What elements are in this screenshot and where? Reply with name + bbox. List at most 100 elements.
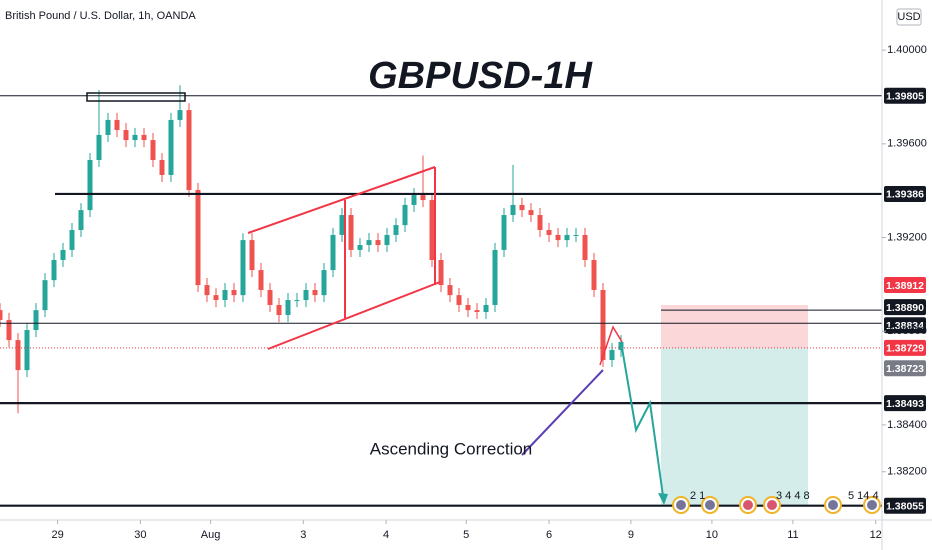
price-label: 1.39386 (886, 189, 924, 201)
event-count: 3 4 4 8 (776, 490, 810, 502)
event-count: 2 1 (690, 490, 705, 502)
y-tick-label: 1.38800 (887, 325, 927, 337)
x-tick-label: Aug (201, 529, 221, 541)
candle-body (519, 204, 525, 211)
x-tick-label: 4 (383, 529, 389, 541)
event-count: 5 14 4 (848, 490, 879, 502)
candle-body (492, 249, 498, 305)
candle-body (456, 295, 462, 305)
projection (620, 341, 665, 504)
candle-body (285, 300, 291, 316)
candle-body (555, 234, 561, 241)
x-tick-label: 11 (787, 529, 798, 541)
candle-body (267, 289, 273, 305)
candle-body (132, 134, 138, 141)
price-label-box (884, 276, 926, 293)
y-tick-label: 1.38200 (887, 466, 927, 478)
price-label-box (884, 317, 926, 334)
x-tick-label: 12 (870, 529, 882, 541)
target-zone (661, 347, 808, 506)
x-tick-label: 9 (628, 529, 634, 541)
candle-body (33, 310, 39, 331)
price-label: 1.38834 (886, 320, 924, 332)
price-label-box (884, 395, 926, 412)
candle-body (258, 270, 264, 290)
candle-body (546, 230, 552, 235)
candle-body (51, 260, 57, 281)
candle-body (393, 225, 399, 235)
candle-body (483, 304, 489, 312)
candle-body (600, 289, 606, 361)
candle-body (105, 119, 111, 135)
channel-top (247, 166, 436, 234)
candles (0, 85, 624, 414)
candle-body (60, 249, 66, 260)
x-tick-label: 10 (706, 529, 718, 541)
candle-body (249, 240, 255, 271)
candle-body (186, 110, 192, 190)
channel-bottom (267, 281, 441, 350)
candle-body (150, 140, 156, 160)
currency-box (896, 8, 922, 26)
candle-body (276, 304, 282, 316)
price-label: 1.38729 (886, 343, 924, 355)
candle-body (447, 285, 453, 296)
price-label: 1.38890 (886, 302, 924, 314)
price-label-box (884, 339, 926, 356)
candle-body (465, 304, 471, 311)
candle-body (168, 119, 174, 175)
candle-body (6, 319, 12, 341)
candle-body (609, 349, 615, 361)
candle-body (231, 289, 237, 296)
x-tick-label: 3 (300, 529, 306, 541)
candle-body (357, 245, 363, 250)
candle-body (537, 215, 543, 231)
candle-body (42, 280, 48, 311)
pointer (521, 369, 604, 456)
arrow-head (658, 493, 668, 505)
candle-body (564, 234, 570, 241)
candle-body (159, 159, 165, 175)
candle-body (510, 204, 516, 216)
candle-body (582, 234, 588, 260)
candle-body (375, 240, 381, 246)
event-flag (767, 500, 777, 510)
price-label-box (884, 87, 926, 104)
candle-body (141, 134, 147, 141)
candle-body (474, 310, 480, 312)
candle-body (321, 270, 327, 296)
candle-body (330, 234, 336, 271)
candle-body (303, 289, 309, 301)
event-flag (867, 500, 877, 510)
price-label: 1.38055 (886, 500, 924, 512)
price-label-box (884, 185, 926, 202)
drawings (86, 92, 668, 505)
top-box (86, 92, 186, 102)
candle-body (240, 240, 246, 296)
candle-body (222, 289, 228, 301)
candle-body (294, 300, 300, 302)
position-boxes (661, 304, 808, 506)
candle-body (0, 310, 3, 320)
candle-body (114, 119, 120, 130)
x-tick-label: 5 (463, 529, 469, 541)
candle-body (591, 260, 597, 290)
candle-body (402, 204, 408, 226)
event-flag (705, 500, 715, 510)
candle-body (411, 195, 417, 205)
y-tick-label: 1.38400 (887, 419, 927, 431)
event-flag (676, 500, 686, 510)
currency: USD (897, 11, 920, 23)
small-wedge (599, 325, 623, 366)
annotation: Ascending Correction (370, 439, 533, 458)
price-label-box (884, 360, 926, 377)
stop-zone (661, 304, 808, 348)
price-label: 1.39805 (886, 91, 924, 103)
event-flag (743, 500, 753, 510)
candle-body (528, 210, 534, 216)
candle-body (438, 260, 444, 286)
candle-body (213, 295, 219, 301)
candle-body (195, 189, 201, 286)
y-tick-label: 1.40000 (887, 44, 927, 56)
